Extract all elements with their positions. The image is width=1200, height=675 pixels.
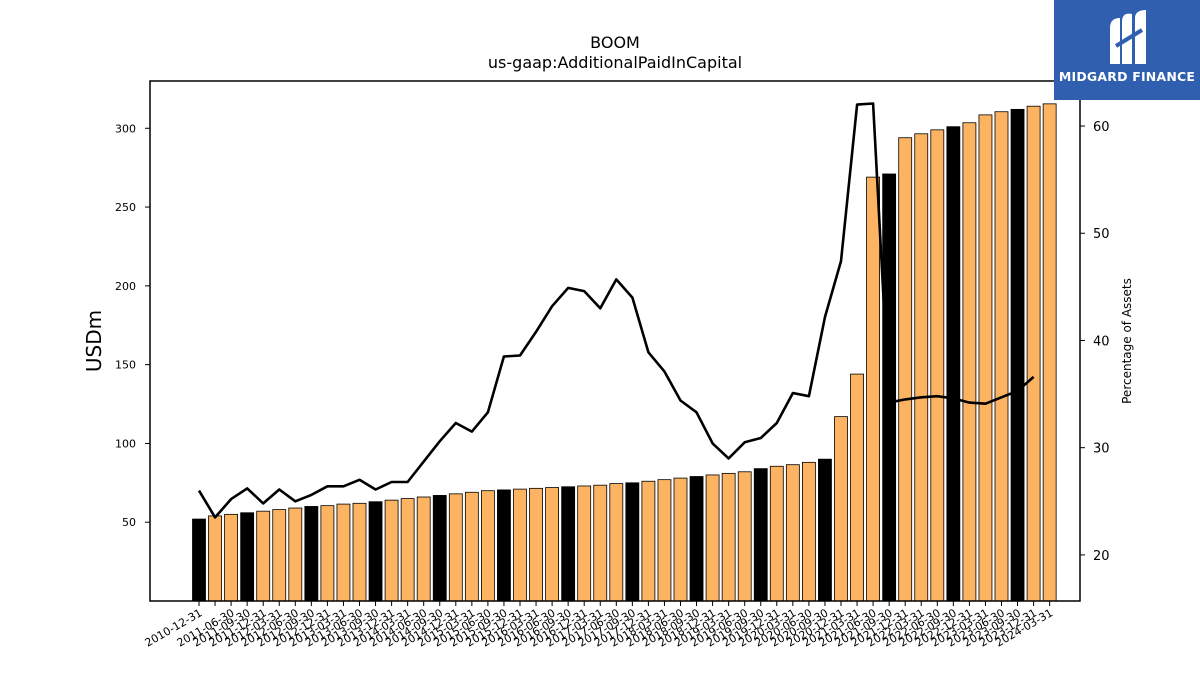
line-layer	[197, 102, 1035, 519]
bar	[705, 474, 720, 602]
bar	[818, 458, 832, 602]
bar	[208, 515, 222, 602]
bars-layer	[192, 103, 1057, 602]
bar	[513, 488, 527, 602]
bar	[352, 502, 367, 602]
bar	[850, 373, 864, 602]
bar	[641, 480, 656, 602]
bar	[721, 472, 736, 602]
bar	[978, 114, 993, 602]
left-axis: 50 100 150 200 250 300	[115, 122, 150, 529]
bar	[1010, 108, 1025, 602]
y-tick-label: 300	[115, 122, 136, 135]
bar	[545, 487, 559, 602]
bar	[192, 518, 206, 602]
y-tick-label: 250	[115, 201, 136, 214]
bar	[432, 495, 447, 602]
bar	[673, 477, 688, 602]
bar	[753, 468, 768, 602]
percentage-line	[197, 102, 1035, 519]
bar	[577, 485, 592, 602]
y-tick-label: 200	[115, 280, 136, 293]
y-tick-label: 100	[115, 437, 136, 450]
y2-tick-label: 20	[1093, 549, 1110, 564]
y-tick-label: 150	[115, 359, 136, 372]
plot-frame	[149, 80, 1081, 602]
logo-text: MIDGARD FINANCE	[1058, 69, 1196, 84]
y2-axis-label: Percentage of Assets	[1120, 278, 1134, 404]
bar	[593, 484, 608, 602]
bar	[737, 471, 752, 602]
bar	[288, 507, 303, 602]
bar	[336, 503, 351, 602]
bar	[657, 479, 672, 602]
bar	[834, 416, 848, 602]
bar	[256, 510, 271, 602]
bar	[304, 506, 319, 602]
bar	[625, 482, 640, 602]
bar	[898, 137, 913, 602]
chart-subtitle: us-gaap:AdditionalPaidInCapital	[488, 53, 742, 72]
bar	[464, 491, 479, 602]
chart-title: BOOM	[590, 33, 640, 52]
bar	[769, 465, 784, 602]
bar	[448, 493, 463, 602]
y2-tick-label: 50	[1093, 227, 1110, 242]
x-axis: 2010-12-312011-06-302011-09-302011-12-31…	[143, 601, 1055, 650]
bar	[561, 486, 576, 602]
y2-tick-label: 60	[1093, 120, 1110, 135]
bar	[914, 133, 929, 602]
bar	[930, 129, 945, 602]
bar	[320, 505, 335, 602]
bar	[384, 499, 399, 602]
midgard-logo: MIDGARD FINANCE	[1054, 0, 1200, 100]
bar	[962, 122, 977, 602]
bar	[802, 461, 816, 602]
bar	[866, 176, 880, 602]
bar	[400, 498, 415, 602]
bar	[1026, 105, 1041, 602]
bar	[994, 111, 1009, 602]
bar	[609, 483, 624, 602]
bar	[689, 476, 704, 602]
bar	[416, 496, 431, 602]
bar	[240, 512, 255, 602]
y2-tick-label: 30	[1093, 442, 1110, 457]
y-tick-label: 50	[122, 516, 136, 529]
midgard-logo-icon	[1110, 10, 1146, 64]
right-axis: 20 30 40 50 60	[1080, 120, 1110, 564]
bar	[368, 501, 383, 602]
y2-tick-label: 40	[1093, 334, 1110, 349]
bar	[1042, 103, 1057, 602]
bar	[529, 487, 543, 602]
bar	[224, 513, 239, 602]
bar	[946, 126, 961, 602]
bar	[480, 490, 495, 602]
bar	[785, 464, 800, 602]
bar	[272, 509, 287, 602]
y-axis-label: USDm	[82, 310, 106, 372]
bar	[497, 489, 511, 602]
